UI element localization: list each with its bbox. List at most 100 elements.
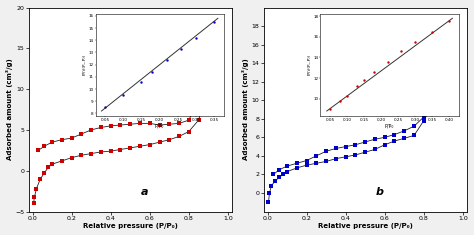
Point <box>165 122 173 126</box>
X-axis label: Relative pressure (P/P₀): Relative pressure (P/P₀) <box>318 223 413 229</box>
Point <box>136 121 144 125</box>
Point <box>97 150 105 154</box>
Point <box>127 122 134 126</box>
Point <box>371 137 379 141</box>
Point <box>117 123 124 127</box>
Point <box>430 89 438 93</box>
Point <box>342 155 349 159</box>
Point <box>439 57 447 60</box>
Point <box>270 172 277 176</box>
Point <box>45 166 52 169</box>
Point <box>303 159 310 162</box>
Text: a: a <box>140 187 148 197</box>
Point <box>156 123 164 127</box>
Point <box>268 184 275 188</box>
Point <box>40 144 48 148</box>
Point <box>218 30 226 34</box>
Point <box>48 140 56 144</box>
Point <box>401 136 408 140</box>
Point <box>283 170 291 173</box>
Point <box>381 135 389 139</box>
Point <box>201 97 208 101</box>
Point <box>146 121 154 125</box>
Y-axis label: Adsorbed amount (cm³/g): Adsorbed amount (cm³/g) <box>6 59 12 161</box>
Point <box>410 124 418 128</box>
Point <box>381 143 389 147</box>
Point <box>218 30 226 34</box>
Point <box>444 43 451 47</box>
Point <box>156 140 164 144</box>
Text: b: b <box>375 187 383 197</box>
Point <box>410 134 418 137</box>
Point <box>266 191 273 195</box>
Point <box>68 156 75 160</box>
Point <box>264 200 272 204</box>
Point <box>117 148 124 151</box>
Point <box>68 136 75 140</box>
Point <box>283 164 291 168</box>
Point <box>332 157 340 161</box>
Point <box>78 153 85 157</box>
Point <box>401 129 408 133</box>
Point <box>214 34 222 38</box>
Point <box>97 125 105 129</box>
Point <box>275 168 283 172</box>
Point <box>31 195 38 199</box>
Point <box>205 83 212 87</box>
Point <box>107 124 114 128</box>
Point <box>420 115 428 119</box>
Point <box>322 149 330 153</box>
Point <box>87 152 95 156</box>
Point <box>391 133 398 137</box>
Point <box>444 43 451 47</box>
Point <box>185 118 192 122</box>
Point <box>449 33 457 37</box>
Point <box>78 132 85 136</box>
Point <box>352 143 359 147</box>
Point <box>361 150 369 154</box>
Point <box>209 59 216 63</box>
Point <box>272 179 279 183</box>
Point <box>209 59 216 63</box>
Point <box>449 33 457 37</box>
Point <box>58 138 65 142</box>
Point <box>436 78 443 82</box>
Point <box>87 128 95 132</box>
Point <box>453 29 461 33</box>
Point <box>58 159 65 163</box>
Point <box>275 175 283 179</box>
Point <box>36 177 44 181</box>
Point <box>195 118 202 122</box>
Point <box>165 138 173 142</box>
Point <box>195 97 202 101</box>
Point <box>48 162 56 166</box>
Point <box>430 100 438 104</box>
Point <box>136 144 144 148</box>
Point <box>175 121 183 125</box>
Point <box>175 135 183 138</box>
Point <box>30 201 37 205</box>
Point <box>332 147 340 150</box>
Point <box>322 160 330 163</box>
Y-axis label: Adsorbed amount (cm³/g): Adsorbed amount (cm³/g) <box>242 59 249 161</box>
Point <box>185 130 192 133</box>
Point <box>146 143 154 146</box>
Point <box>371 148 379 151</box>
Point <box>312 154 320 158</box>
Point <box>391 139 398 143</box>
Point <box>214 34 222 38</box>
Point <box>303 163 310 167</box>
Point <box>127 146 134 150</box>
Point <box>35 149 42 152</box>
Point <box>293 166 301 170</box>
Point <box>279 172 287 176</box>
Point <box>33 187 40 191</box>
Point <box>342 145 349 149</box>
Point <box>420 119 428 122</box>
Point <box>361 140 369 144</box>
X-axis label: Relative pressure (P/P₀): Relative pressure (P/P₀) <box>83 223 178 229</box>
Point <box>293 161 301 165</box>
Point <box>107 149 114 153</box>
Point <box>436 61 443 65</box>
Point <box>40 171 48 175</box>
